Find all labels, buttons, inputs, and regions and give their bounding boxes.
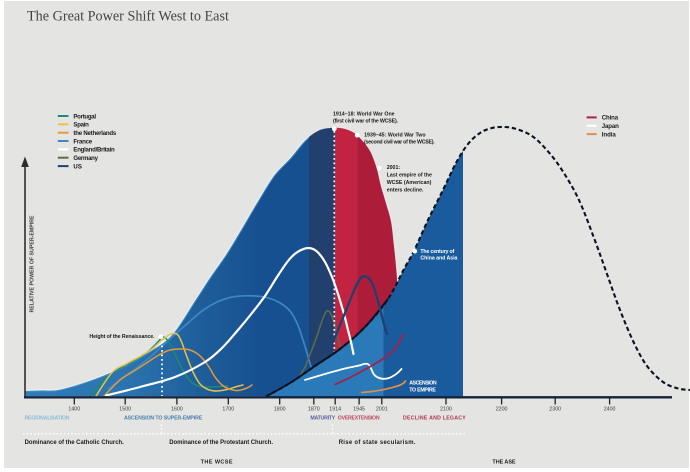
svg-text:DECLINE AND LEGACY: DECLINE AND LEGACY: [403, 416, 466, 422]
svg-text:ASCENSION TO SUPER-EMPIRE: ASCENSION TO SUPER-EMPIRE: [124, 416, 203, 422]
svg-text:WCSE (American): WCSE (American): [387, 180, 432, 186]
svg-text:France: France: [73, 138, 92, 145]
svg-text:2400: 2400: [604, 407, 616, 413]
svg-text:China: China: [602, 115, 619, 122]
svg-text:The Great Power Shift West to: The Great Power Shift West to East: [27, 9, 229, 25]
svg-text:THE ASE: THE ASE: [492, 460, 516, 466]
svg-text:1800: 1800: [274, 407, 286, 413]
svg-text:MATURITY: MATURITY: [310, 416, 335, 422]
svg-text:Germany: Germany: [73, 155, 98, 162]
svg-text:Height of the Renaissance.: Height of the Renaissance.: [89, 334, 155, 340]
svg-text:Last empire of the: Last empire of the: [387, 173, 432, 179]
svg-text:2001: 2001: [376, 407, 388, 413]
svg-text:1945: 1945: [353, 407, 365, 413]
svg-text:2300: 2300: [549, 407, 561, 413]
svg-text:Rise of state secularism.: Rise of state secularism.: [339, 440, 416, 446]
svg-text:(first civil war of the WCSE).: (first civil war of the WCSE).: [333, 118, 399, 124]
svg-text:REGIONALISATION: REGIONALISATION: [25, 416, 70, 422]
svg-text:RELATIVE POWER OF SUPER-EMPIRE: RELATIVE POWER OF SUPER-EMPIRE: [30, 215, 36, 313]
svg-text:1600: 1600: [171, 407, 183, 413]
svg-text:Spain: Spain: [73, 122, 89, 129]
svg-text:Dominance of the Catholic Chur: Dominance of the Catholic Church.: [25, 440, 125, 446]
svg-text:China and Asia: China and Asia: [420, 255, 457, 261]
svg-text:ASCENSION: ASCENSION: [409, 381, 437, 387]
svg-text:US: US: [73, 163, 82, 170]
svg-text:1939–45: World War Two: 1939–45: World War Two: [364, 132, 426, 138]
svg-text:India: India: [602, 131, 617, 138]
svg-text:2001:: 2001:: [387, 165, 401, 171]
svg-text:Portugal: Portugal: [73, 113, 96, 120]
svg-text:1500: 1500: [119, 407, 131, 413]
svg-text:enters decline.: enters decline.: [387, 187, 424, 193]
svg-text:England/Britain: England/Britain: [73, 147, 115, 154]
svg-text:1400: 1400: [68, 407, 80, 413]
svg-text:1914: 1914: [329, 407, 341, 413]
svg-text:2200: 2200: [496, 407, 508, 413]
svg-text:the Netherlands: the Netherlands: [73, 130, 117, 137]
svg-text:The century of: The century of: [420, 249, 454, 255]
svg-text:1870: 1870: [308, 407, 320, 413]
svg-text:Dominance of the Protestant Ch: Dominance of the Protestant Church.: [169, 440, 273, 446]
svg-text:1700: 1700: [222, 407, 234, 413]
svg-text:(second civil war of the WCSE): (second civil war of the WCSE).: [364, 140, 435, 146]
svg-text:TO EMPIRE: TO EMPIRE: [409, 388, 436, 394]
svg-text:Japan: Japan: [602, 123, 619, 130]
svg-text:OVEREXTENSION: OVEREXTENSION: [338, 416, 380, 422]
svg-text:THE WCSE: THE WCSE: [201, 460, 233, 466]
svg-text:1914–18: World War One: 1914–18: World War One: [333, 111, 395, 117]
svg-text:2100: 2100: [440, 407, 452, 413]
